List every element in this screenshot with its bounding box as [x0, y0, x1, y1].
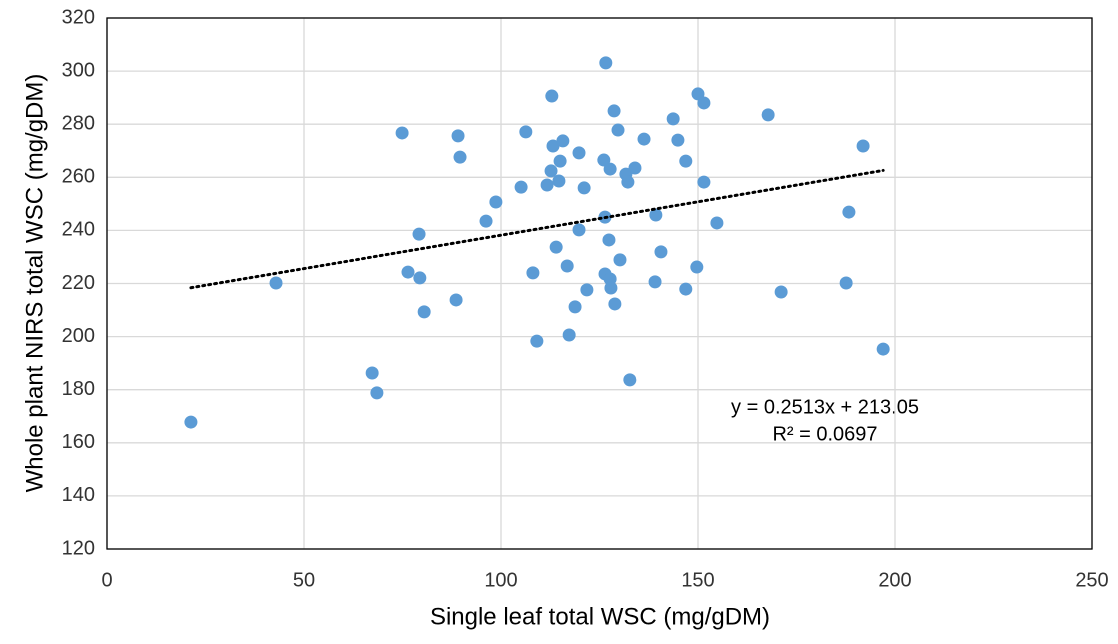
point: [602, 233, 616, 247]
point: [401, 265, 415, 279]
point: [540, 178, 554, 192]
point: [413, 271, 427, 285]
point: [603, 162, 617, 176]
point: [269, 276, 283, 290]
point: [842, 205, 856, 219]
x-tick-label: 250: [1075, 569, 1108, 591]
point: [572, 146, 586, 160]
point: [530, 334, 544, 348]
point: [637, 132, 651, 146]
point: [577, 181, 591, 195]
x-tick-label: 0: [101, 569, 112, 591]
point: [623, 373, 637, 387]
point: [568, 300, 582, 314]
point: [412, 227, 426, 241]
x-tick-label: 100: [484, 569, 517, 591]
point: [560, 259, 574, 273]
point: [613, 253, 627, 267]
x-axis-title: Single leaf total WSC (mg/gDM): [430, 603, 770, 630]
point: [365, 366, 379, 380]
point: [710, 216, 724, 230]
point: [697, 96, 711, 110]
y-tick-label: 320: [62, 6, 95, 28]
point: [654, 245, 668, 259]
point: [489, 195, 503, 209]
y-tick-label: 140: [62, 484, 95, 506]
point: [671, 133, 685, 147]
point: [628, 161, 642, 175]
y-tick-label: 260: [62, 166, 95, 188]
point: [648, 275, 662, 289]
point: [679, 154, 693, 168]
point: [839, 276, 853, 290]
point: [580, 283, 594, 297]
y-tick-label: 280: [62, 112, 95, 134]
point: [572, 223, 586, 237]
point: [546, 139, 560, 153]
point: [597, 153, 611, 167]
point: [611, 123, 625, 137]
y-axis-title: Whole plant NIRS total WSC (mg/gDM): [21, 74, 48, 493]
point: [607, 104, 621, 118]
y-tick-label: 160: [62, 431, 95, 453]
point: [621, 175, 635, 189]
point: [774, 285, 788, 299]
point: [519, 125, 533, 139]
x-tick-label: 200: [878, 569, 911, 591]
point: [690, 260, 704, 274]
y-tick-label: 200: [62, 325, 95, 347]
point: [556, 134, 570, 148]
point: [562, 328, 576, 342]
point: [679, 282, 693, 296]
point: [395, 126, 409, 140]
point: [545, 89, 559, 103]
point: [451, 129, 465, 143]
r-squared: R² = 0.0697: [772, 423, 877, 445]
point: [370, 386, 384, 400]
point: [417, 305, 431, 319]
point: [549, 240, 563, 254]
point: [514, 180, 528, 194]
x-tick-label: 50: [293, 569, 315, 591]
y-tick-label: 220: [62, 272, 95, 294]
point: [453, 150, 467, 164]
point: [599, 56, 613, 70]
point: [552, 174, 566, 188]
point: [856, 139, 870, 153]
equation: y = 0.2513x + 213.05: [731, 396, 919, 418]
point: [544, 164, 558, 178]
point: [697, 175, 711, 189]
y-tick-label: 120: [62, 537, 95, 559]
plot-frame: [106, 17, 1093, 550]
point: [666, 112, 680, 126]
point: [604, 281, 618, 295]
point: [553, 154, 567, 168]
point: [184, 415, 198, 429]
trendline: [189, 168, 885, 290]
point: [449, 293, 463, 307]
point: [761, 108, 775, 122]
y-tick-label: 180: [62, 378, 95, 400]
point: [649, 208, 663, 222]
point: [526, 266, 540, 280]
y-tick-label: 300: [62, 59, 95, 81]
y-tick-label: 240: [62, 219, 95, 241]
x-tick-label: 150: [681, 569, 714, 591]
point: [479, 214, 493, 228]
point: [608, 297, 622, 311]
point: [876, 342, 890, 356]
